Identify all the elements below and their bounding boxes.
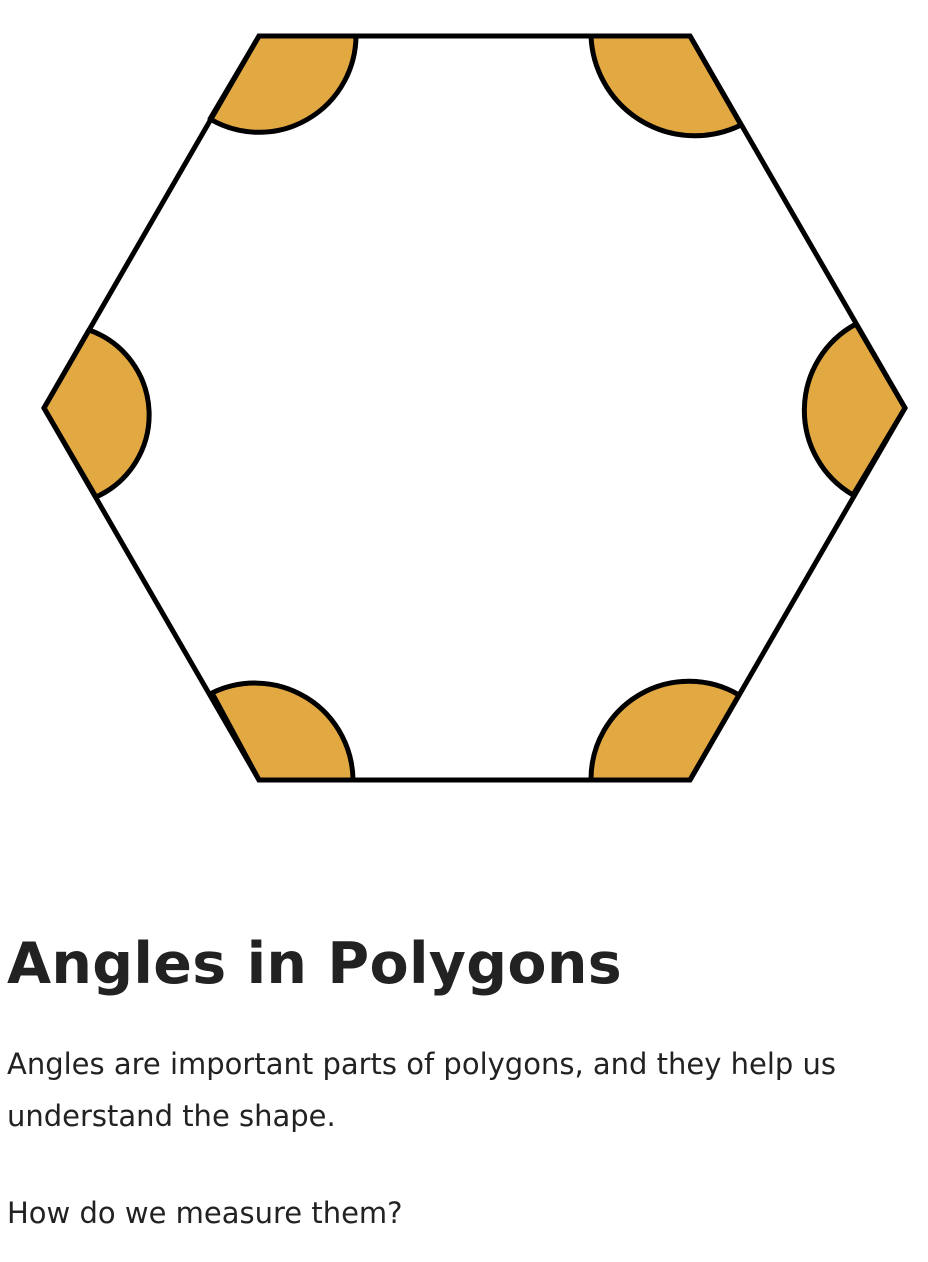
question-paragraph: How do we measure them? xyxy=(7,1196,403,1230)
angle-marker-left xyxy=(41,327,152,500)
intro-paragraph: Angles are important parts of polygons, … xyxy=(7,1047,837,1133)
hexagon-diagram xyxy=(41,33,908,783)
hexagon-outline xyxy=(41,33,908,783)
page-title: Angles in Polygons xyxy=(7,931,622,997)
hexagon-fill xyxy=(44,36,905,780)
